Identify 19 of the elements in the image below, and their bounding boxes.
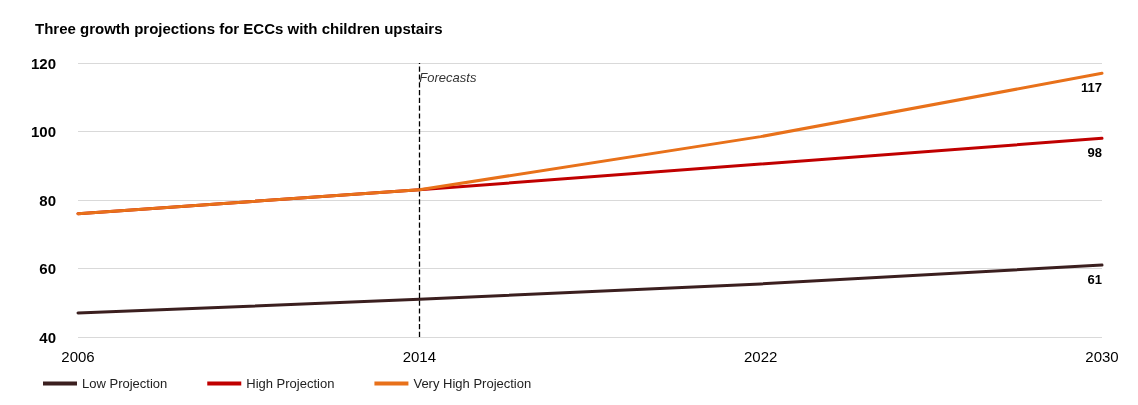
legend-label: High Projection [246,376,335,391]
legend-label: Very High Projection [413,376,532,391]
y-tick-label: 100 [30,123,56,140]
y-tick-label: 120 [30,54,56,72]
ref-line-label: Forecasts [419,70,477,85]
x-tick-label: 2014 [402,348,437,365]
x-tick-label: 2022 [743,348,778,365]
chart-title: Three growth projections for ECCs with children upstairs [35,20,443,37]
x-tick-label: 2030 [1085,348,1119,365]
legend-label: Low Projection [82,376,168,391]
y-tick-label: 80 [39,191,56,209]
x-tick-label: 2006 [61,348,95,365]
y-tick-label: 60 [39,260,56,277]
data-label: 98 [1087,145,1102,161]
data-label: 117 [1081,80,1102,96]
y-tick-label: 40 [39,328,56,346]
data-label: 61 [1087,272,1102,288]
line-series [76,263,1104,315]
line-series [76,71,1104,216]
